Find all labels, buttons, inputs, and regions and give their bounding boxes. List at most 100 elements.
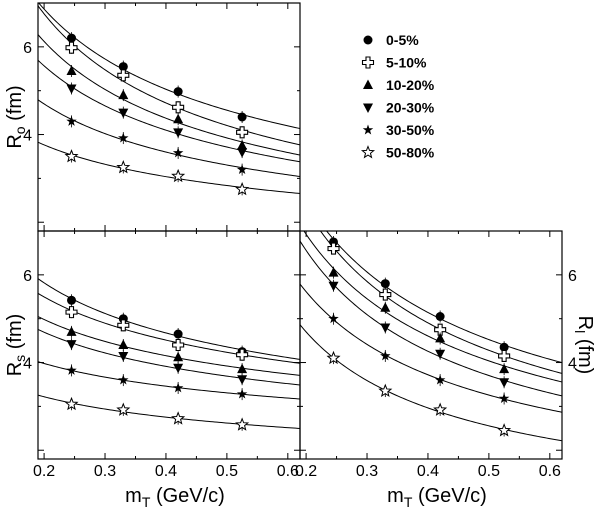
series-20-30pct (300, 240, 562, 397)
data-point (118, 132, 129, 143)
fit-curve (303, 231, 562, 383)
fit-curve (319, 231, 562, 374)
data-point (116, 160, 131, 174)
data-point (64, 149, 79, 163)
data-point (380, 323, 391, 333)
x-tick-label: 0.3 (94, 463, 116, 480)
panel-rs: 0.2 0.3 0.4 0.5 0.6 4 6 Rs (fm) mT (GeV/c) (4, 230, 301, 510)
data-point (118, 374, 129, 385)
series-50-80pct (38, 141, 300, 196)
y-tick-label: 6 (23, 268, 32, 285)
series-30-50pct (300, 283, 562, 413)
data-point (67, 33, 77, 43)
y-tick-label: 6 (568, 268, 577, 285)
data-point (65, 41, 78, 54)
fit-curve (300, 324, 562, 442)
data-point (66, 364, 77, 375)
data-point (173, 363, 184, 374)
series-50-80pct (300, 324, 562, 442)
series-5-10pct (38, 5, 300, 146)
data-point (498, 392, 510, 403)
x-tick-label: 0.5 (478, 463, 500, 480)
fit-curve (38, 99, 300, 177)
legend-entry: 30-50% (362, 122, 435, 138)
data-point (237, 375, 248, 385)
data-point (116, 402, 131, 416)
series-30-50pct (38, 361, 300, 401)
series-0-5pct (38, 3, 300, 130)
data-point (117, 69, 130, 82)
series-20-30pct (38, 328, 300, 386)
x-tick-label: 0.6 (539, 463, 561, 480)
legend-entry: 50-80% (360, 145, 435, 161)
data-point (379, 288, 392, 301)
legend-label: 50-80% (386, 145, 435, 161)
data-point (236, 126, 249, 139)
data-point (66, 326, 77, 336)
y-axis-title: Ro (fm) (4, 85, 27, 148)
panel-ro: 4 6 Ro (fm) (4, 2, 301, 232)
legend-label: 20-30% (386, 100, 435, 116)
data-point (171, 411, 186, 425)
data-point (328, 313, 339, 324)
data-point (326, 350, 341, 365)
data-point (173, 113, 184, 124)
series-30-50pct (38, 99, 300, 177)
data-point (171, 168, 186, 183)
legend-entry: 10-20% (363, 77, 435, 93)
legend-marker (361, 56, 375, 69)
fit-curve (38, 278, 300, 360)
fit-curve (325, 231, 562, 364)
fit-curve (300, 283, 562, 413)
data-point (435, 312, 445, 321)
data-point (172, 382, 184, 393)
data-point (434, 323, 447, 336)
series-50-80pct (38, 394, 300, 431)
series-5-10pct (38, 292, 300, 364)
legend-label: 10-20% (386, 77, 435, 93)
data-point (172, 101, 185, 114)
data-point (435, 332, 446, 343)
series-10-20pct (303, 231, 562, 383)
legend-label: 0-5% (386, 32, 419, 48)
data-point (433, 402, 448, 416)
data-point (380, 350, 391, 361)
data-point (237, 112, 247, 122)
y-axis-title: Rl (fm) (572, 316, 595, 375)
x-tick-label: 0.4 (417, 463, 439, 480)
data-point (65, 306, 78, 319)
data-point (235, 181, 250, 196)
data-point (66, 65, 77, 75)
data-point (499, 363, 510, 374)
series-0-5pct (38, 278, 300, 360)
data-point (435, 349, 446, 360)
data-point (497, 423, 512, 437)
legend-marker (363, 79, 373, 89)
legend-entry: 0-5% (363, 32, 419, 48)
data-point (66, 115, 77, 126)
data-point (499, 342, 509, 352)
data-point (173, 87, 183, 97)
x-tick-label: 0.4 (155, 463, 177, 480)
data-point (173, 351, 184, 362)
legend: 0-5% 5-10% 10-20% 20-30% 30-50% 50-80% (360, 32, 435, 161)
fit-curve (38, 394, 300, 429)
data-point (380, 279, 390, 289)
data-point (237, 363, 248, 374)
data-point (498, 349, 511, 363)
data-point (327, 242, 340, 255)
x-tick-label: 0.6 (277, 463, 299, 480)
data-point (118, 108, 129, 119)
data-point (118, 339, 129, 349)
data-point (118, 62, 128, 72)
series-10-20pct (38, 316, 300, 376)
data-point (237, 148, 248, 158)
fit-curve (38, 316, 300, 376)
panel-frame (37, 2, 301, 232)
fit-curve (38, 5, 300, 146)
data-point (118, 89, 129, 100)
data-point (236, 388, 248, 399)
y-axis-title: Rs (fm) (4, 314, 27, 377)
data-point (499, 378, 510, 388)
